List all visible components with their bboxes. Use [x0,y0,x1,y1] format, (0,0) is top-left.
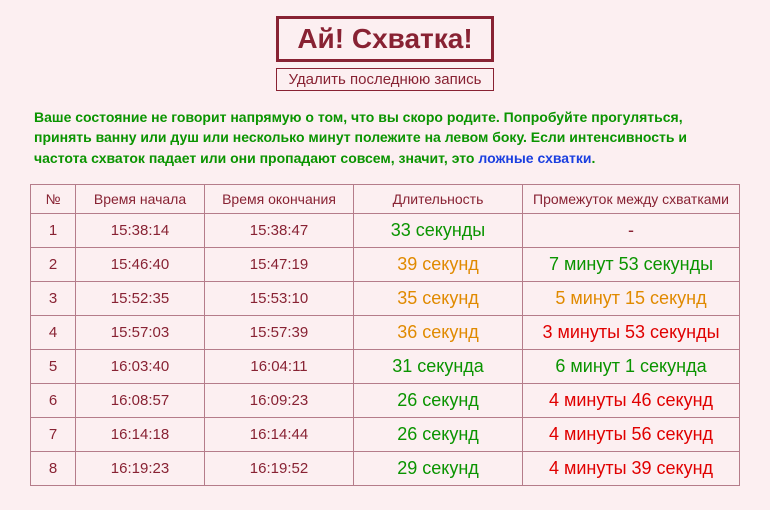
interval: 4 минуты 56 секунд [523,417,740,451]
table-row: 115:38:1415:38:4733 секунды- [31,213,740,247]
row-number: 4 [31,315,76,349]
start-time: 15:57:03 [76,315,205,349]
end-time: 15:53:10 [205,281,354,315]
row-number: 2 [31,247,76,281]
col-header: Длительность [354,184,523,213]
duration: 26 секунд [354,383,523,417]
contraction-button[interactable]: Ай! Схватка! [276,16,493,62]
start-time: 15:46:40 [76,247,205,281]
table-row: 616:08:5716:09:2326 секунд4 минуты 46 се… [31,383,740,417]
false-contractions-link[interactable]: ложные схватки [478,150,591,166]
end-time: 15:47:19 [205,247,354,281]
duration: 35 секунд [354,281,523,315]
start-time: 16:03:40 [76,349,205,383]
row-number: 7 [31,417,76,451]
col-header: № [31,184,76,213]
delete-last-button[interactable]: Удалить последнюю запись [276,68,495,91]
start-time: 16:14:18 [76,417,205,451]
duration: 39 секунд [354,247,523,281]
interval: 4 минуты 39 секунд [523,451,740,485]
table-row: 415:57:0315:57:3936 секунд3 минуты 53 се… [31,315,740,349]
interval: 5 минут 15 секунд [523,281,740,315]
col-header: Время начала [76,184,205,213]
start-time: 15:38:14 [76,213,205,247]
end-time: 15:57:39 [205,315,354,349]
duration: 31 секунда [354,349,523,383]
end-time: 16:04:11 [205,349,354,383]
table-row: 816:19:2316:19:5229 секунд4 минуты 39 се… [31,451,740,485]
duration: 29 секунд [354,451,523,485]
table-row: 215:46:4015:47:1939 секунд7 минут 53 сек… [31,247,740,281]
advice-after: . [592,150,596,166]
table-row: 516:03:4016:04:1131 секунда6 минут 1 сек… [31,349,740,383]
interval: 7 минут 53 секунды [523,247,740,281]
table-row: 716:14:1816:14:4426 секунд4 минуты 56 се… [31,417,740,451]
col-header: Время окончания [205,184,354,213]
row-number: 3 [31,281,76,315]
end-time: 16:14:44 [205,417,354,451]
col-header: Промежуток между схватками [523,184,740,213]
row-number: 6 [31,383,76,417]
duration: 26 секунд [354,417,523,451]
contractions-table: №Время началаВремя окончанияДлительность… [30,184,740,486]
row-number: 5 [31,349,76,383]
end-time: 16:09:23 [205,383,354,417]
interval: 3 минуты 53 секунды [523,315,740,349]
interval: 4 минуты 46 секунд [523,383,740,417]
start-time: 16:19:23 [76,451,205,485]
duration: 33 секунды [354,213,523,247]
end-time: 15:38:47 [205,213,354,247]
start-time: 15:52:35 [76,281,205,315]
row-number: 1 [31,213,76,247]
table-row: 315:52:3515:53:1035 секунд5 минут 15 сек… [31,281,740,315]
row-number: 8 [31,451,76,485]
start-time: 16:08:57 [76,383,205,417]
duration: 36 секунд [354,315,523,349]
advice-text: Ваше состояние не говорит напрямую о том… [30,107,740,168]
end-time: 16:19:52 [205,451,354,485]
interval: - [523,213,740,247]
interval: 6 минут 1 секунда [523,349,740,383]
